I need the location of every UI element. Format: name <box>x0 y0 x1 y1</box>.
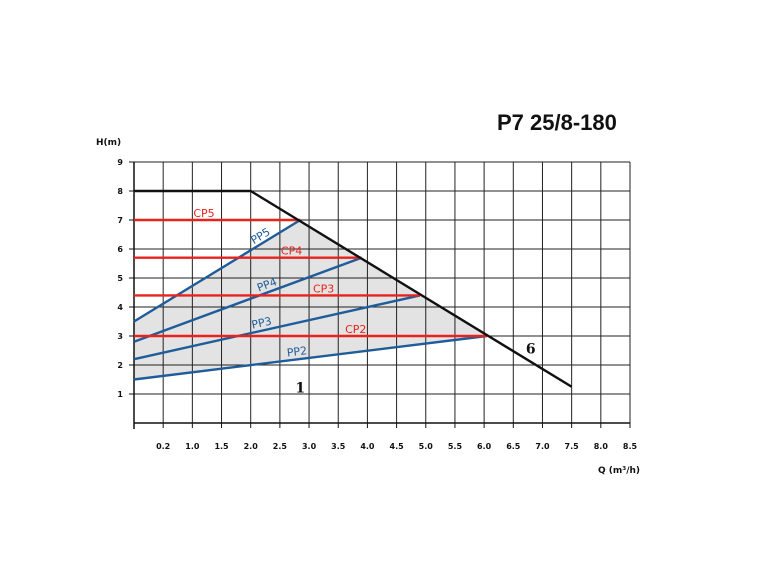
label-cp3: CP3 <box>313 282 334 295</box>
x-tick-label: 7.5 <box>565 442 580 451</box>
label-cp2: CP2 <box>345 323 366 336</box>
x-tick-label: 1.5 <box>214 442 229 451</box>
x-tick-label: 7.0 <box>535 442 550 451</box>
label-max-curve: 6 <box>526 341 536 357</box>
y-axis-label: H(m) <box>96 138 121 148</box>
series-pp2 <box>133 334 488 381</box>
y-tick-label: 9 <box>117 158 123 167</box>
chart-title: P7 25/8-180 <box>497 110 617 135</box>
x-tick-label: 6.0 <box>477 442 492 451</box>
x-tick-label: 2.5 <box>273 442 288 451</box>
series-pp3 <box>133 294 421 361</box>
x-axis-label: Q (m³/h) <box>598 466 640 476</box>
y-tick-label: 2 <box>117 361 123 370</box>
y-tick-label: 7 <box>117 216 123 225</box>
x-tick-label: 8.5 <box>623 442 638 451</box>
x-tick-label: 4.5 <box>390 442 405 451</box>
y-tick-label: 4 <box>117 303 123 312</box>
series-pp4 <box>133 256 362 343</box>
label-cp4: CP4 <box>281 245 302 258</box>
label-pp3: PP3 <box>250 315 273 332</box>
y-tick-label: 6 <box>117 245 123 254</box>
x-tick-label: 5.0 <box>419 442 434 451</box>
x-tick-label: 3.0 <box>302 442 317 451</box>
x-tick-label: 0.2 <box>156 442 170 451</box>
label-region: 1 <box>295 381 305 397</box>
x-tick-label: 3.5 <box>331 442 346 451</box>
y-tick-label: 8 <box>117 187 123 196</box>
x-tick-label: 5.5 <box>448 442 463 451</box>
y-tick-label: 1 <box>117 390 123 399</box>
x-tick-label: 4.0 <box>360 442 375 451</box>
series-pp5 <box>133 218 301 323</box>
y-tick-label: 3 <box>117 332 123 341</box>
x-tick-label: 8.0 <box>594 442 609 451</box>
label-cp5: CP5 <box>193 207 214 220</box>
x-tick-label: 2.0 <box>244 442 259 451</box>
operating-region <box>134 220 488 380</box>
series-max-curve <box>134 189 573 388</box>
y-tick-label: 5 <box>117 274 123 283</box>
label-pp2: PP2 <box>286 344 308 359</box>
x-tick-label: 6.5 <box>506 442 521 451</box>
x-tick-label: 1.0 <box>185 442 200 451</box>
